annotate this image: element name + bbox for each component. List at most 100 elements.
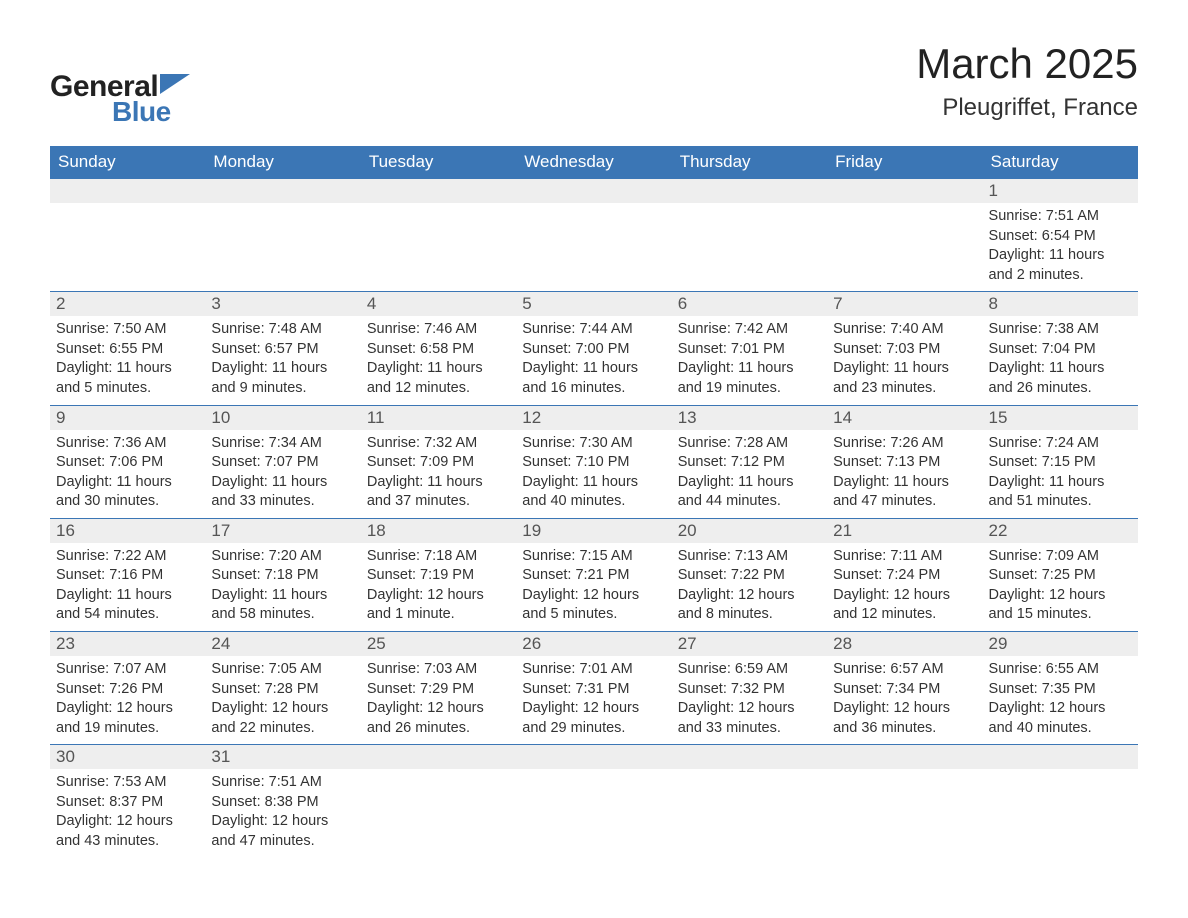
- sunrise-text: Sunrise: 7:46 AM: [367, 320, 510, 340]
- col-header: Thursday: [672, 146, 827, 179]
- day-number: 10: [205, 406, 360, 430]
- logo-flag-icon: [160, 74, 190, 96]
- daylight-text-2: and 16 minutes.: [522, 379, 665, 399]
- day-content: Sunrise: 7:01 AMSunset: 7:31 PMDaylight:…: [516, 656, 671, 744]
- calendar-day-cell: 30Sunrise: 7:53 AMSunset: 8:37 PMDayligh…: [50, 745, 205, 858]
- calendar-day-cell: [361, 745, 516, 858]
- daylight-text-1: Daylight: 12 hours: [678, 699, 821, 719]
- day-number: 15: [983, 406, 1138, 430]
- col-header: Saturday: [983, 146, 1138, 179]
- day-number: [516, 179, 671, 203]
- calendar-day-cell: 27Sunrise: 6:59 AMSunset: 7:32 PMDayligh…: [672, 632, 827, 745]
- sunset-text: Sunset: 7:22 PM: [678, 566, 821, 586]
- day-content: Sunrise: 7:07 AMSunset: 7:26 PMDaylight:…: [50, 656, 205, 744]
- calendar-day-cell: 22Sunrise: 7:09 AMSunset: 7:25 PMDayligh…: [983, 518, 1138, 631]
- sunrise-text: Sunrise: 7:36 AM: [56, 434, 199, 454]
- sunrise-text: Sunrise: 7:18 AM: [367, 547, 510, 567]
- calendar-header-row: Sunday Monday Tuesday Wednesday Thursday…: [50, 146, 1138, 179]
- sunset-text: Sunset: 6:54 PM: [989, 227, 1132, 247]
- daylight-text-1: Daylight: 11 hours: [56, 359, 199, 379]
- calendar-day-cell: 20Sunrise: 7:13 AMSunset: 7:22 PMDayligh…: [672, 518, 827, 631]
- daylight-text-2: and 8 minutes.: [678, 605, 821, 625]
- daylight-text-2: and 58 minutes.: [211, 605, 354, 625]
- title-block: March 2025 Pleugriffet, France: [916, 40, 1138, 122]
- sunrise-text: Sunrise: 7:07 AM: [56, 660, 199, 680]
- sunrise-text: Sunrise: 6:55 AM: [989, 660, 1132, 680]
- day-number: [361, 745, 516, 769]
- calendar-day-cell: [205, 179, 360, 292]
- sunrise-text: Sunrise: 6:57 AM: [833, 660, 976, 680]
- daylight-text-2: and 33 minutes.: [211, 492, 354, 512]
- daylight-text-1: Daylight: 11 hours: [211, 359, 354, 379]
- sunrise-text: Sunrise: 7:03 AM: [367, 660, 510, 680]
- daylight-text-2: and 40 minutes.: [522, 492, 665, 512]
- day-content: Sunrise: 7:09 AMSunset: 7:25 PMDaylight:…: [983, 543, 1138, 631]
- calendar-day-cell: [983, 745, 1138, 858]
- calendar-day-cell: 11Sunrise: 7:32 AMSunset: 7:09 PMDayligh…: [361, 405, 516, 518]
- sunset-text: Sunset: 7:12 PM: [678, 453, 821, 473]
- day-number: [827, 179, 982, 203]
- calendar-day-cell: [516, 179, 671, 292]
- calendar-day-cell: 10Sunrise: 7:34 AMSunset: 7:07 PMDayligh…: [205, 405, 360, 518]
- day-content: Sunrise: 7:30 AMSunset: 7:10 PMDaylight:…: [516, 430, 671, 518]
- calendar-day-cell: 5Sunrise: 7:44 AMSunset: 7:00 PMDaylight…: [516, 292, 671, 405]
- title-month: March 2025: [916, 40, 1138, 88]
- logo: General Blue: [50, 40, 190, 128]
- sunrise-text: Sunrise: 7:22 AM: [56, 547, 199, 567]
- daylight-text-1: Daylight: 12 hours: [367, 699, 510, 719]
- sunset-text: Sunset: 8:38 PM: [211, 793, 354, 813]
- daylight-text-2: and 51 minutes.: [989, 492, 1132, 512]
- day-content: Sunrise: 7:22 AMSunset: 7:16 PMDaylight:…: [50, 543, 205, 631]
- daylight-text-2: and 12 minutes.: [367, 379, 510, 399]
- sunrise-text: Sunrise: 7:15 AM: [522, 547, 665, 567]
- day-number: 9: [50, 406, 205, 430]
- sunset-text: Sunset: 7:09 PM: [367, 453, 510, 473]
- calendar-table: Sunday Monday Tuesday Wednesday Thursday…: [50, 146, 1138, 858]
- sunset-text: Sunset: 7:18 PM: [211, 566, 354, 586]
- day-number: 27: [672, 632, 827, 656]
- daylight-text-1: Daylight: 11 hours: [56, 586, 199, 606]
- daylight-text-2: and 5 minutes.: [56, 379, 199, 399]
- calendar-day-cell: 21Sunrise: 7:11 AMSunset: 7:24 PMDayligh…: [827, 518, 982, 631]
- day-number: [205, 179, 360, 203]
- day-content: Sunrise: 7:44 AMSunset: 7:00 PMDaylight:…: [516, 316, 671, 404]
- sunset-text: Sunset: 7:26 PM: [56, 680, 199, 700]
- daylight-text-2: and 47 minutes.: [211, 832, 354, 852]
- sunset-text: Sunset: 7:07 PM: [211, 453, 354, 473]
- day-number: [672, 179, 827, 203]
- sunrise-text: Sunrise: 7:20 AM: [211, 547, 354, 567]
- daylight-text-2: and 23 minutes.: [833, 379, 976, 399]
- sunset-text: Sunset: 7:10 PM: [522, 453, 665, 473]
- sunset-text: Sunset: 7:28 PM: [211, 680, 354, 700]
- calendar-body: 1Sunrise: 7:51 AMSunset: 6:54 PMDaylight…: [50, 179, 1138, 858]
- day-number: 22: [983, 519, 1138, 543]
- sunset-text: Sunset: 7:19 PM: [367, 566, 510, 586]
- day-content: Sunrise: 7:20 AMSunset: 7:18 PMDaylight:…: [205, 543, 360, 631]
- daylight-text-1: Daylight: 12 hours: [367, 586, 510, 606]
- sunset-text: Sunset: 7:15 PM: [989, 453, 1132, 473]
- daylight-text-2: and 12 minutes.: [833, 605, 976, 625]
- daylight-text-1: Daylight: 11 hours: [211, 473, 354, 493]
- sunset-text: Sunset: 8:37 PM: [56, 793, 199, 813]
- calendar-week-row: 16Sunrise: 7:22 AMSunset: 7:16 PMDayligh…: [50, 518, 1138, 631]
- day-content: Sunrise: 7:13 AMSunset: 7:22 PMDaylight:…: [672, 543, 827, 631]
- calendar-day-cell: 7Sunrise: 7:40 AMSunset: 7:03 PMDaylight…: [827, 292, 982, 405]
- col-header: Monday: [205, 146, 360, 179]
- daylight-text-1: Daylight: 11 hours: [833, 473, 976, 493]
- daylight-text-1: Daylight: 12 hours: [211, 812, 354, 832]
- day-content: Sunrise: 7:36 AMSunset: 7:06 PMDaylight:…: [50, 430, 205, 518]
- calendar-day-cell: [672, 179, 827, 292]
- daylight-text-1: Daylight: 11 hours: [367, 473, 510, 493]
- day-content: Sunrise: 7:18 AMSunset: 7:19 PMDaylight:…: [361, 543, 516, 631]
- day-number: [827, 745, 982, 769]
- day-content: Sunrise: 7:11 AMSunset: 7:24 PMDaylight:…: [827, 543, 982, 631]
- col-header: Friday: [827, 146, 982, 179]
- day-number: 26: [516, 632, 671, 656]
- day-number: [516, 745, 671, 769]
- daylight-text-1: Daylight: 12 hours: [211, 699, 354, 719]
- daylight-text-1: Daylight: 11 hours: [522, 473, 665, 493]
- day-content: Sunrise: 7:38 AMSunset: 7:04 PMDaylight:…: [983, 316, 1138, 404]
- sunset-text: Sunset: 7:06 PM: [56, 453, 199, 473]
- calendar-day-cell: 25Sunrise: 7:03 AMSunset: 7:29 PMDayligh…: [361, 632, 516, 745]
- calendar-week-row: 9Sunrise: 7:36 AMSunset: 7:06 PMDaylight…: [50, 405, 1138, 518]
